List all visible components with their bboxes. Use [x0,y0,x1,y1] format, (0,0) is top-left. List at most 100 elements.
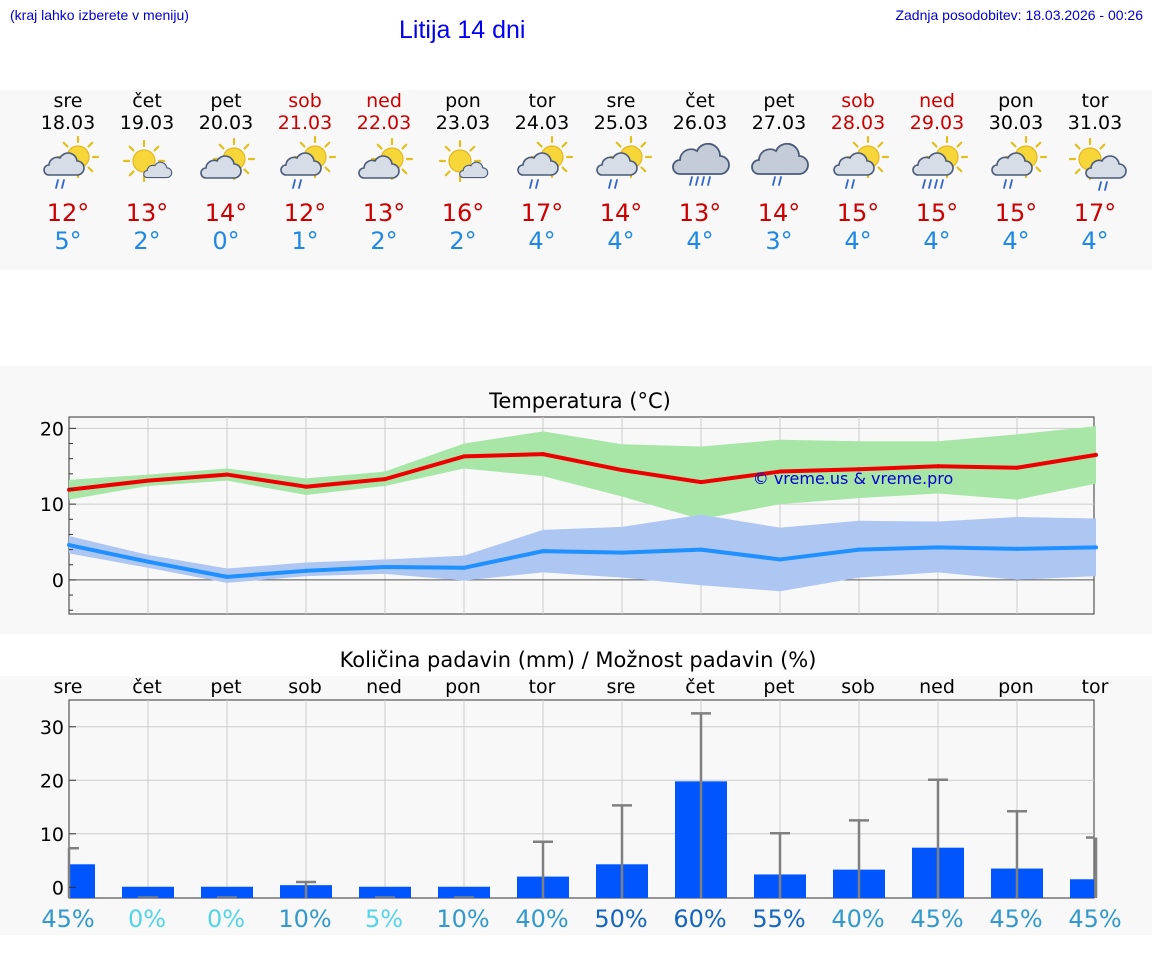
forecast-max-temp: 16° [442,199,485,227]
min-temperature-point [699,547,703,552]
precipitation-bar [122,886,174,898]
forecast-weekday: čet [685,90,715,112]
max-temperature-point [857,467,861,472]
forecast-weekday: sre [607,90,636,112]
forecast-date: 27.03 [752,112,806,134]
precipitation-probability: 0% [128,905,166,933]
forecast-max-temp: 15° [837,199,880,227]
location-hint[interactable]: (kraj lahko izberete v meniju) [10,7,189,23]
max-temperature-point [462,454,466,459]
page-title: Litija 14 dni [399,16,526,44]
forecast-weekday: tor [1082,90,1109,112]
precipitation-bar [201,886,253,898]
forecast-max-temp: 15° [995,199,1038,227]
precipitation-probability: 10% [436,905,489,933]
forecast-min-temp: 4° [923,227,950,255]
forecast-max-temp: 13° [126,199,169,227]
forecast-date: 18.03 [41,112,95,134]
precipitation-bar [359,886,411,898]
forecast-max-temp: 12° [47,199,90,227]
max-temperature-point [146,478,150,483]
forecast-date: 26.03 [673,112,727,134]
temperature-tick-label: 20 [40,418,64,440]
max-temperature-point [225,472,229,477]
forecast-weekday: pon [445,90,481,112]
forecast-weekday: sob [288,90,322,112]
min-temperature-point [1094,545,1098,550]
precipitation-probability: 0% [207,905,245,933]
min-temperature-point [936,545,940,550]
last-update: Zadnja posodobitev: 18.03.2026 - 00:26 [895,7,1143,23]
temperature-tick-label: 0 [52,570,64,592]
precipitation-probability: 10% [278,905,331,933]
precipitation-probability: 60% [673,905,726,933]
min-temperature-point [541,549,545,554]
forecast-date: 21.03 [278,112,332,134]
precipitation-day-label: čet [132,676,162,698]
forecast-max-temp: 13° [679,199,722,227]
precipitation-day-label: sre [607,676,636,698]
min-temperature-point [304,568,308,573]
min-temperature-point [383,565,387,570]
precipitation-bar [69,864,95,898]
forecast-weekday: tor [529,90,556,112]
precipitation-probability: 40% [831,905,884,933]
forecast-weekday: pon [998,90,1034,112]
max-temperature-line [68,452,1097,492]
forecast-weekday: pet [763,90,794,112]
precipitation-tick-label: 20 [40,770,64,792]
max-temperature-point [778,469,782,474]
forecast-min-temp: 2° [133,227,160,255]
forecast-max-temp: 13° [363,199,406,227]
forecast-weekday: čet [132,90,162,112]
forecast-strip-background [0,90,1152,270]
precipitation-day-label: tor [1082,676,1109,698]
max-temperature-point [620,468,624,473]
max-temperature-point [541,452,545,457]
forecast-min-temp: 4° [1002,227,1029,255]
forecast-max-temp: 17° [1074,199,1117,227]
forecast-weekday: sre [54,90,83,112]
precipitation-day-label: tor [529,676,556,698]
forecast-date: 23.03 [436,112,490,134]
max-temperature-point [1094,452,1098,457]
precipitation-tick-label: 0 [52,877,64,899]
forecast-min-temp: 4° [607,227,634,255]
precipitation-day-label: pon [998,676,1034,698]
forecast-date: 29.03 [910,112,964,134]
min-temperature-point [146,559,150,564]
forecast-max-temp: 14° [758,199,801,227]
precipitation-probability: 55% [752,905,805,933]
precipitation-day-label: sre [54,676,83,698]
forecast-min-temp: 4° [844,227,871,255]
precipitation-chart-title: Količina padavin (mm) / Možnost padavin … [340,648,817,672]
forecast-min-temp: 4° [528,227,555,255]
precipitation-bar [438,886,490,898]
forecast-min-temp: 3° [765,227,792,255]
min-temperature-point [778,557,782,562]
precipitation-probability: 45% [41,905,94,933]
max-temperature-point [699,480,703,485]
forecast-date: 25.03 [594,112,648,134]
max-temperature-point [936,464,940,469]
forecast-max-temp: 12° [284,199,327,227]
forecast-weekday: ned [919,90,955,112]
precipitation-probability: 45% [1068,905,1121,933]
temperature-chart-title: Temperatura (°C) [488,389,671,413]
min-temperature-line [68,543,1097,579]
min-temperature-point [620,550,624,555]
precipitation-day-label: sob [841,676,875,698]
precipitation-probability: 40% [515,905,568,933]
precipitation-bar [1070,879,1094,898]
forecast-min-temp: 5° [54,227,81,255]
